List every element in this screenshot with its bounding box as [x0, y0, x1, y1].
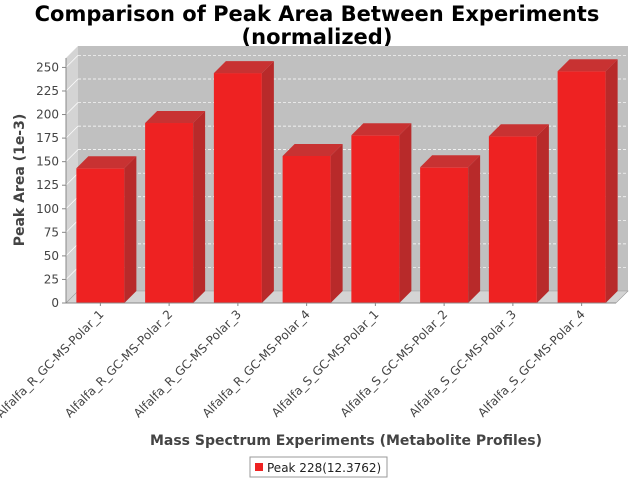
bar-side [261, 61, 274, 304]
y-tick-label: 0 [51, 296, 59, 310]
y-tick-label: 25 [44, 272, 59, 286]
gridline-side [65, 78, 79, 92]
y-tick-label: 175 [36, 131, 59, 145]
plot-side-wall [66, 46, 78, 303]
bar-top [351, 123, 412, 136]
bar [145, 111, 206, 304]
bar-top [76, 156, 137, 169]
bar [351, 123, 412, 304]
bar-top [557, 59, 618, 72]
bar-front [145, 123, 194, 304]
bar-side [124, 156, 137, 303]
gridline-side [65, 267, 79, 280]
bar-side [193, 111, 206, 304]
y-tick-label: 200 [36, 108, 59, 122]
bar-side [330, 144, 343, 303]
legend-box [249, 456, 388, 478]
legend-swatch [255, 463, 263, 471]
bar-top [213, 61, 274, 74]
bar-front [420, 167, 469, 303]
bar-top [488, 124, 549, 137]
gridline-side [65, 243, 79, 257]
bar-side [468, 155, 481, 303]
bar-side [399, 123, 412, 304]
y-tick-label: 50 [44, 249, 59, 263]
x-tick-label: Alfalfa_R_GC-MS-Polar_1 [0, 307, 106, 420]
gridline-side [65, 102, 79, 115]
bar-top [420, 155, 481, 168]
bar-top [145, 111, 206, 124]
bar [282, 144, 343, 303]
legend-entry: Peak 228(12.3762) [267, 461, 381, 475]
y-tick-label: 75 [44, 225, 59, 239]
bar-side [536, 124, 549, 303]
y-tick-label: 100 [36, 202, 59, 216]
gridline-side [65, 172, 79, 186]
bar [557, 59, 618, 303]
bar [213, 61, 274, 304]
chart-title: Comparison of Peak Area Between Experime… [35, 2, 600, 26]
x-axis-label: Mass Spectrum Experiments (Metabolite Pr… [150, 433, 542, 449]
gridline-side [65, 125, 79, 139]
legend: Peak 228(12.3762) [249, 456, 388, 478]
bar [488, 124, 549, 303]
bar-front [213, 73, 262, 303]
gridline-side [65, 196, 79, 210]
bar-front [351, 135, 400, 303]
x-axis: Alfalfa_R_GC-MS-Polar_1Alfalfa_R_GC-MS-P… [0, 302, 616, 420]
bar-front [282, 156, 331, 303]
chart-subtitle: (normalized) [242, 25, 393, 49]
bar-front [488, 136, 537, 303]
gridline-side [65, 55, 79, 68]
bar-top [282, 144, 343, 156]
bar-front [76, 168, 125, 303]
y-axis-label: Peak Area (1e-3) [12, 114, 28, 247]
y-axis: 0 25 50 75 100 125 150 175 200 225 250 [36, 58, 67, 310]
bar [420, 155, 481, 303]
gridline-side [65, 149, 79, 162]
y-tick-label: 150 [36, 155, 59, 169]
gridline-side [65, 220, 79, 233]
y-tick-label: 125 [36, 178, 59, 192]
y-tick-label: 225 [36, 84, 59, 98]
bar-side [605, 59, 618, 303]
bar-front [557, 71, 606, 303]
bars [76, 59, 618, 304]
y-tick-label: 250 [36, 60, 59, 74]
bar [76, 156, 137, 303]
